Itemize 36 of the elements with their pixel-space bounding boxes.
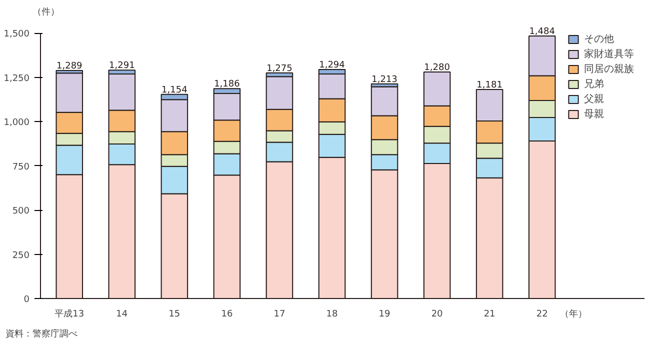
x-tick-label: 16 xyxy=(221,310,233,320)
legend-label: 家財道具等 xyxy=(584,48,634,61)
legend-label: 兄弟 xyxy=(584,78,604,91)
legend-label: その他 xyxy=(584,33,614,46)
y-tick-label: 750 xyxy=(12,162,30,172)
y-tick-label: 1,000 xyxy=(4,118,30,128)
x-tick-label: 15 xyxy=(168,310,180,320)
legend-label: 母親 xyxy=(584,108,604,121)
x-tick-label: 21 xyxy=(484,310,496,320)
total-label: 1,289 xyxy=(56,61,83,72)
total-label: 1,294 xyxy=(319,60,346,71)
y-tick-label: 0 xyxy=(24,295,30,305)
y-tick-label: 250 xyxy=(12,250,30,261)
x-tick-label: 22 xyxy=(536,310,548,320)
y-tick-label: 1,250 xyxy=(4,74,30,84)
y-tick-label: 500 xyxy=(12,206,30,217)
x-tick-label: 18 xyxy=(326,310,338,320)
x-tick-label: 17 xyxy=(274,310,286,320)
total-label: 1,484 xyxy=(529,26,556,37)
x-tick-label: 平成13 xyxy=(54,308,84,320)
y-axis-title: （件） xyxy=(32,6,60,18)
legend-label: 父親 xyxy=(584,92,604,106)
total-label: 1,291 xyxy=(109,61,135,72)
x-axis-title: （年） xyxy=(560,308,588,320)
x-tick-label: 20 xyxy=(431,310,444,320)
total-label: 1,154 xyxy=(162,85,188,96)
x-tick-label: 14 xyxy=(116,310,128,320)
y-tick-label: 1,500 xyxy=(4,30,30,40)
x-tick-label: 19 xyxy=(378,310,391,320)
total-label: 1,186 xyxy=(214,80,240,90)
text: 資料：警察庁調べ xyxy=(6,328,78,340)
total-label: 1,181 xyxy=(476,80,502,91)
total-label: 1,280 xyxy=(424,63,450,74)
legend-label: 同居の親族 xyxy=(584,62,634,76)
total-label: 1,275 xyxy=(266,64,292,74)
total-label: 1,213 xyxy=(372,74,398,85)
